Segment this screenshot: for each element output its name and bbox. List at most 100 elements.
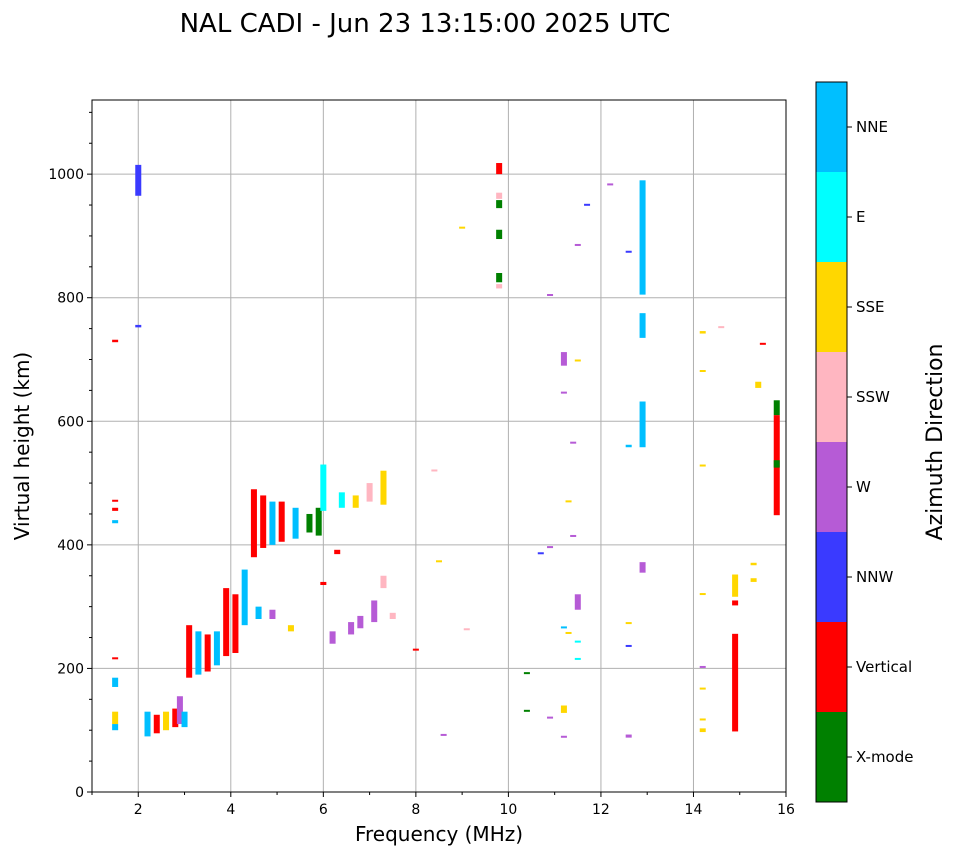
data-segment-sse [287, 625, 294, 632]
y-tick-label: 800 [57, 291, 84, 307]
data-segment-vertical [112, 339, 119, 343]
y-tick-label: 1000 [48, 167, 84, 183]
colorbar-frame [815, 81, 848, 803]
data-segment-vertical [112, 507, 119, 511]
data-segment-nnw [625, 644, 632, 647]
y-tick-label: 600 [57, 414, 84, 430]
data-segment-vertical [112, 499, 119, 502]
data-segment-sse [699, 593, 706, 596]
data-segment-sse [699, 718, 706, 721]
data-segment-w [560, 352, 567, 366]
data-segment-vertical [732, 600, 739, 606]
colorbar-title: Azimuth Direction [923, 343, 948, 540]
data-segment-x-mode [306, 513, 313, 533]
data-segment-x-mode [773, 460, 780, 468]
data-segment-sse [699, 728, 706, 733]
data-segment-nnw [135, 164, 142, 196]
data-segment-w [570, 441, 577, 444]
colorbar-swatch-nne [816, 82, 847, 172]
data-segment-vertical [153, 714, 160, 734]
data-segment-vertical [334, 549, 341, 555]
data-segment-e [338, 492, 345, 508]
data-segment-e [574, 657, 581, 660]
data-segment-sse [755, 381, 762, 388]
data-segment-x-mode [315, 507, 322, 536]
data-segment-sse [625, 622, 632, 625]
data-segment-nne [181, 711, 188, 728]
data-segment-vertical [204, 634, 211, 672]
data-segment-vertical [112, 657, 119, 660]
data-segment-nne [112, 520, 119, 524]
data-segment-sse [750, 562, 757, 566]
data-segment-w [547, 716, 554, 719]
x-tick-label: 14 [685, 802, 703, 818]
data-segment-sse [699, 687, 706, 690]
data-segment-vertical [496, 163, 503, 175]
data-segment-w [639, 562, 646, 573]
data-segment-nne [292, 507, 299, 539]
data-segment-sse [750, 578, 757, 582]
data-segment-ssw [380, 575, 387, 589]
plot-frame [91, 99, 787, 793]
x-tick-label: 12 [592, 802, 610, 818]
grid-lines [92, 100, 787, 793]
data-segment-ssw [366, 483, 373, 502]
y-tick-label: 200 [57, 661, 84, 677]
colorbar-swatch-vertical [816, 622, 847, 712]
data-segment-w [625, 734, 632, 738]
data-segment-nnw [584, 203, 591, 206]
data-segment-nne [144, 711, 151, 737]
y-tick-label: 0 [75, 785, 84, 801]
data-segment-sse [565, 631, 572, 634]
colorbar-label: NNW [856, 568, 893, 586]
colorbar-swatch-sse [816, 262, 847, 352]
colorbar-label: SSE [856, 298, 885, 316]
data-segment-w [269, 609, 276, 619]
data-segment-w [699, 665, 706, 668]
data-segment-vertical [250, 489, 257, 558]
colorbar-label: X-mode [856, 748, 913, 766]
colorbar-label: W [856, 478, 871, 496]
data-segment-vertical [759, 342, 766, 345]
data-segment-nnw [135, 324, 142, 328]
data-segment-x-mode [496, 273, 503, 283]
x-tick-label: 8 [411, 802, 420, 818]
data-segment-w [574, 243, 581, 246]
data-segment-nne [625, 444, 632, 448]
x-tick-label: 6 [319, 802, 328, 818]
data-segment-ssw [389, 612, 396, 619]
colorbar-label: Vertical [856, 658, 912, 676]
x-tick-label: 10 [499, 802, 517, 818]
data-segment-sse [459, 226, 466, 229]
data-segment-ssw [496, 192, 503, 199]
x-tick-label: 2 [134, 802, 143, 818]
colorbar-swatch-w [816, 442, 847, 532]
data-segment-vertical [412, 648, 419, 651]
data-segment-x-mode [773, 400, 780, 416]
data-segment-nne [112, 724, 119, 731]
data-segment-e [574, 640, 581, 643]
data-segment-ssw [718, 326, 725, 329]
data-segment-w [560, 391, 567, 394]
data-segment-nne [195, 631, 202, 675]
data-segment-nne [639, 401, 646, 448]
y-axis-label: Virtual height (km) [10, 352, 34, 541]
data-segment-vertical [223, 588, 230, 657]
data-segment-x-mode [496, 200, 503, 209]
data-segment-nne [112, 677, 119, 687]
y-tick-label: 400 [57, 538, 84, 554]
data-segment-sse [574, 359, 581, 362]
colorbar-swatch-nnw [816, 532, 847, 622]
data-segment-w [176, 696, 183, 725]
data-segment-vertical [320, 581, 327, 586]
data-segment-sse [380, 470, 387, 505]
x-tick-label: 16 [777, 802, 795, 818]
data-segment-sse [112, 711, 119, 725]
colorbar-swatch-e [816, 172, 847, 262]
data-segment-sse [163, 711, 170, 731]
data-segment-e [320, 464, 327, 511]
data-segment-x-mode [523, 709, 530, 712]
data-segment-w [574, 594, 581, 610]
data-segment-w [547, 294, 554, 297]
